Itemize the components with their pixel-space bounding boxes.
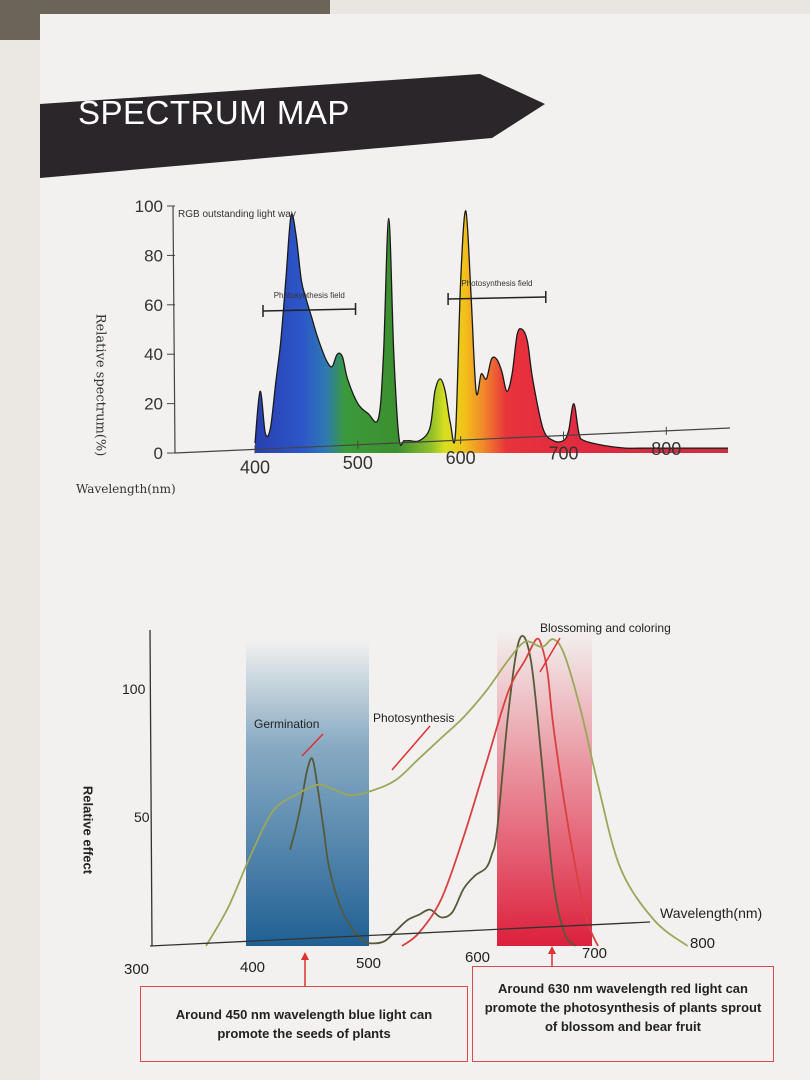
- x-tick-label: 400: [240, 959, 265, 976]
- page-gutter: [0, 40, 44, 1080]
- booklet-page: [40, 14, 810, 1080]
- photosynthesis-label: Photosynthesis: [373, 711, 454, 725]
- x-tick-label: 300: [124, 961, 149, 978]
- y-tick-label: 50: [134, 809, 150, 825]
- spectrum-chart: 0 20 40 60 80 100 400 500 600 700 800 RGB outstandi…: [135, 197, 731, 477]
- y-tick-label: 40: [144, 345, 163, 364]
- blue-band: [246, 640, 369, 946]
- x-axis: [149, 921, 651, 947]
- spectrum-line: [254, 210, 729, 449]
- x-tick-label: 800: [651, 439, 681, 459]
- range-bar: [448, 296, 546, 300]
- x-tick-label: 500: [356, 955, 381, 972]
- y-axis-label: Relative spectrum(%): [92, 313, 108, 457]
- leader-line: [301, 733, 324, 757]
- range-bar: [262, 308, 356, 312]
- y-tick-label: 80: [144, 246, 163, 265]
- y-tick-label: 0: [154, 444, 163, 463]
- leader-line: [391, 725, 431, 771]
- x-tick-label: 600: [446, 448, 476, 468]
- y-tick-label: 20: [144, 395, 163, 414]
- effect-series-line: [401, 637, 599, 947]
- germination-label: Germination: [254, 717, 319, 731]
- x-tick-label: 700: [548, 444, 578, 464]
- range-label: Photosynthesis field: [274, 291, 345, 300]
- effect-series-line: [205, 638, 689, 947]
- x-tick-label: 500: [343, 453, 373, 473]
- effect-chart: 100 50 300 400 500 600 700 800 Wavelength(nm) Ger…: [122, 621, 762, 986]
- y-axis: [172, 205, 176, 454]
- spectrum-area: [255, 210, 728, 453]
- blue-light-callout: Around 450 nm wavelength blue light can …: [140, 986, 468, 1062]
- title-banner: [40, 74, 545, 178]
- x-axis-label: Wavelength(nm): [76, 482, 176, 496]
- y-tick-label: 100: [122, 681, 146, 697]
- y-tick-label: 60: [144, 296, 163, 315]
- x-axis-label: Wavelength(nm): [660, 905, 762, 921]
- red-light-callout: Around 630 nm wavelength red light can p…: [472, 966, 774, 1062]
- callout-arrow-head: [548, 946, 556, 954]
- x-axis: [174, 427, 731, 454]
- range-label: Photosynthesis field: [461, 279, 532, 288]
- x-tick-label: 800: [690, 935, 715, 952]
- callout-arrow-head: [301, 952, 309, 960]
- blossoming-label: Blossoming and coloring: [540, 621, 671, 635]
- x-tick-label: 700: [582, 945, 607, 962]
- effect-series-line: [289, 634, 577, 947]
- y-axis: [149, 629, 153, 947]
- x-tick-label: 400: [240, 457, 270, 477]
- leader-line: [539, 637, 561, 673]
- banner-title: SPECTRUM MAP: [78, 94, 350, 131]
- y-axis-label: Relative effect: [80, 785, 96, 875]
- x-tick-label: 600: [465, 949, 490, 966]
- chart-annotation: RGB outstanding light way: [178, 209, 296, 220]
- y-tick-label: 100: [135, 197, 163, 216]
